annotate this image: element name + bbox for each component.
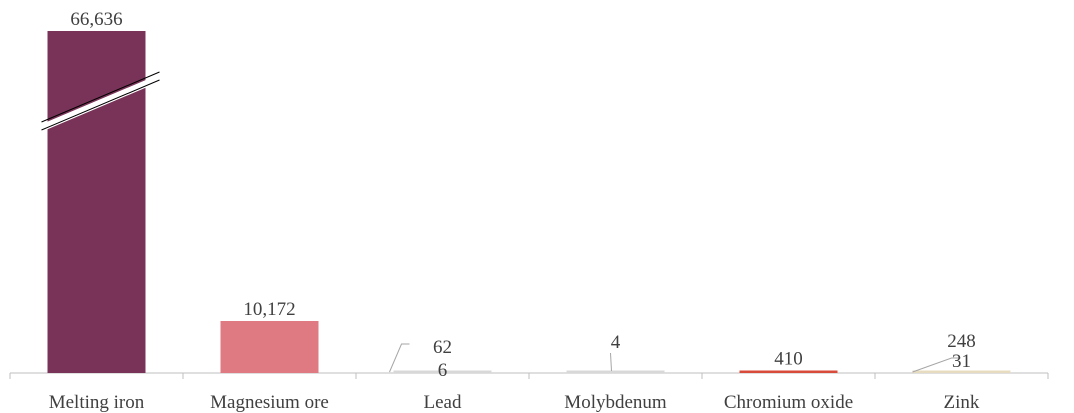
bar-melting-iron: [47, 31, 146, 373]
axis-break-line: [41, 79, 160, 131]
bar-chromium-oxide: [739, 370, 838, 373]
category-label-molybdenum: Molybdenum: [564, 392, 667, 413]
leader-line-molybdenum: [610, 352, 612, 372]
data-label-zink-upper: 248: [947, 331, 976, 352]
leader-line-lead: [389, 343, 410, 373]
category-label-melting-iron: Melting iron: [49, 392, 145, 413]
data-label-chromium-oxide: 410: [774, 349, 803, 370]
bar-magnesium-ore: [220, 321, 319, 373]
category-label-zink: Zink: [944, 392, 980, 413]
data-label-melting-iron: 66,636: [70, 9, 122, 30]
bar-lead: [393, 370, 492, 373]
leader-line-zink: [912, 357, 961, 373]
data-label-lead-upper: 62: [433, 337, 452, 358]
data-label-lead: 6: [438, 360, 448, 381]
data-label-zink: 31: [952, 351, 971, 372]
axis-break-line: [41, 71, 160, 123]
axis-break-gap: [40, 74, 161, 132]
data-label-magnesium-ore: 10,172: [243, 299, 295, 320]
data-label-molybdenum: 4: [611, 332, 621, 353]
bar-zink: [912, 370, 1011, 373]
category-label-magnesium-ore: Magnesium ore: [210, 392, 329, 413]
category-label-lead: Lead: [424, 392, 462, 413]
category-label-chromium-oxide: Chromium oxide: [724, 392, 853, 413]
bar-molybdenum: [566, 370, 665, 373]
